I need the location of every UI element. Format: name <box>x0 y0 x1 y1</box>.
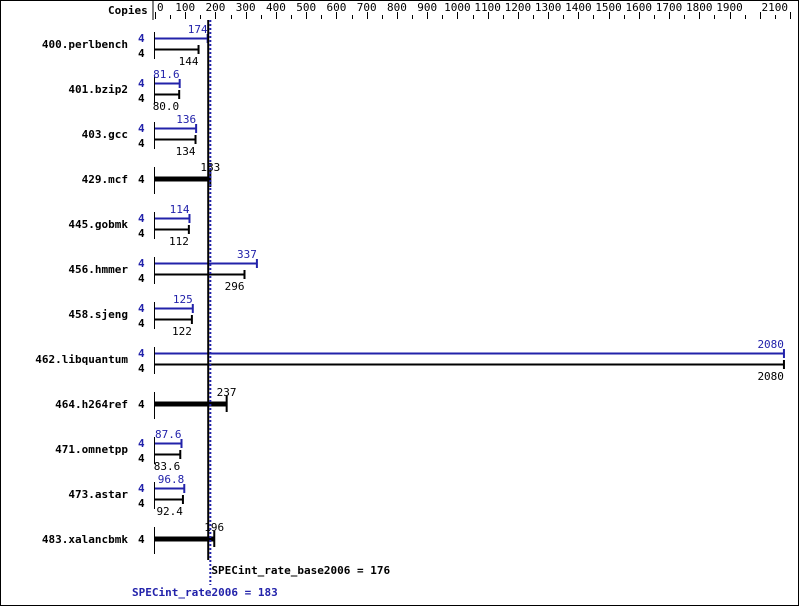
copies-base: 4 <box>138 497 145 510</box>
tick-label: 0 <box>157 1 164 14</box>
peak-value-label: 81.6 <box>153 68 180 81</box>
base-value-label: 237 <box>217 386 237 399</box>
base-value-label: 80.0 <box>153 100 180 113</box>
benchmark-row: 471.omnetpp 4 4 87.6 83.6 <box>55 428 183 473</box>
copies-base: 4 <box>138 317 145 330</box>
tick-label: 1900 <box>716 1 743 14</box>
benchmark-name: 471.omnetpp <box>55 443 128 456</box>
peak-value-label: 96.8 <box>158 473 185 486</box>
tick-label: 800 <box>387 1 407 14</box>
tick-label: 1500 <box>595 1 622 14</box>
benchmark-row: 462.libquantum 4 4 2080 2080 <box>35 338 785 383</box>
copies-peak: 4 <box>138 347 145 360</box>
copies-base: 4 <box>138 533 145 546</box>
copies-base: 4 <box>138 398 145 411</box>
tick-label: 1200 <box>505 1 532 14</box>
copies-base: 4 <box>138 452 145 465</box>
benchmark-row: 400.perlbench 4 4 174 144 <box>42 23 209 68</box>
peak-summary-label: SPECint_rate2006 = 183 <box>132 586 278 599</box>
tick-label: 1700 <box>656 1 683 14</box>
benchmark-row: 403.gcc 4 4 136 134 <box>82 113 198 158</box>
base-value-label: 134 <box>176 145 196 158</box>
base-value-label: 112 <box>169 235 189 248</box>
copies-header: Copies <box>108 4 148 17</box>
peak-value-label: 136 <box>176 113 196 126</box>
tick-label: 1600 <box>626 1 653 14</box>
benchmark-row: 401.bzip2 4 4 81.6 80.0 <box>68 68 181 113</box>
copies-base: 4 <box>138 362 145 375</box>
tick-label: 700 <box>357 1 377 14</box>
copies-peak: 4 <box>138 32 145 45</box>
benchmark-name: 400.perlbench <box>42 38 128 51</box>
peak-value-label: 125 <box>173 293 193 306</box>
base-value-label: 83.6 <box>154 460 181 473</box>
benchmark-row: 464.h264ref 4 237 <box>55 386 237 419</box>
copies-base: 4 <box>138 227 145 240</box>
x-axis: 0 100 200 300 400 500 600 700 800 900 1000 1100 1200… <box>152 0 791 20</box>
benchmark-row: 456.hmmer 4 4 337 296 <box>68 248 258 293</box>
copies-peak: 4 <box>138 212 145 225</box>
base-value-label: 122 <box>172 325 192 338</box>
copies-peak: 4 <box>138 437 145 450</box>
benchmark-name: 445.gobmk <box>68 218 128 231</box>
benchmark-row: 473.astar 4 4 96.8 92.4 <box>68 473 186 518</box>
benchmark-name: 464.h264ref <box>55 398 128 411</box>
base-summary-label: SPECint_rate_base2006 = 176 <box>211 564 390 577</box>
copies-peak: 4 <box>138 77 145 90</box>
tick-label: 500 <box>296 1 316 14</box>
benchmark-name: 456.hmmer <box>68 263 128 276</box>
tick-label: 1300 <box>535 1 562 14</box>
benchmark-row: 429.mcf 4 183 <box>82 161 220 194</box>
peak-value-label: 337 <box>237 248 257 261</box>
copies-base: 4 <box>138 272 145 285</box>
copies-peak: 4 <box>138 302 145 315</box>
benchmark-row: 445.gobmk 4 4 114 112 <box>68 203 191 248</box>
copies-base: 4 <box>138 137 145 150</box>
benchmark-name: 458.sjeng <box>68 308 128 321</box>
benchmark-name: 403.gcc <box>82 128 128 141</box>
base-value-label: 92.4 <box>156 505 183 518</box>
tick-label: 1800 <box>686 1 713 14</box>
benchmark-name: 462.libquantum <box>35 353 128 366</box>
base-value-label: 144 <box>179 55 199 68</box>
peak-value-label: 87.6 <box>155 428 182 441</box>
bars: 400.perlbench 4 4 174 144 401.bzip2 4 4 81.6 80.0… <box>35 23 785 554</box>
tick-label: 1400 <box>565 1 592 14</box>
reference-lines: SPECint_rate_base2006 = 176 SPECint_rate2… <box>132 20 391 599</box>
copies-base: 4 <box>138 47 145 60</box>
tick-label: 1000 <box>444 1 471 14</box>
base-value-label: 183 <box>200 161 220 174</box>
copies-base: 4 <box>138 173 145 186</box>
benchmark-name: 483.xalancbmk <box>42 533 128 546</box>
tick-label: 400 <box>266 1 286 14</box>
peak-value-label: 114 <box>170 203 190 216</box>
tick-label: 300 <box>236 1 256 14</box>
base-value-label: 296 <box>225 280 245 293</box>
tick-label: 200 <box>206 1 226 14</box>
copies-peak: 4 <box>138 482 145 495</box>
copies-peak: 4 <box>138 122 145 135</box>
copies-base: 4 <box>138 92 145 105</box>
peak-value-label: 174 <box>188 23 208 36</box>
benchmark-row: 458.sjeng 4 4 125 122 <box>68 293 194 338</box>
tick-label: 1100 <box>474 1 501 14</box>
copies-peak: 4 <box>138 257 145 270</box>
tick-label: 100 <box>175 1 195 14</box>
benchmark-name: 473.astar <box>68 488 128 501</box>
peak-value-label: 2080 <box>757 338 784 351</box>
base-value-label: 196 <box>204 521 224 534</box>
tick-label: 2100 <box>762 1 789 14</box>
tick-label: 600 <box>326 1 346 14</box>
base-value-label: 2080 <box>757 370 784 383</box>
benchmark-name: 429.mcf <box>82 173 128 186</box>
benchmark-name: 401.bzip2 <box>68 83 128 96</box>
benchmark-row: 483.xalancbmk 4 196 <box>42 521 224 554</box>
tick-label: 900 <box>417 1 437 14</box>
